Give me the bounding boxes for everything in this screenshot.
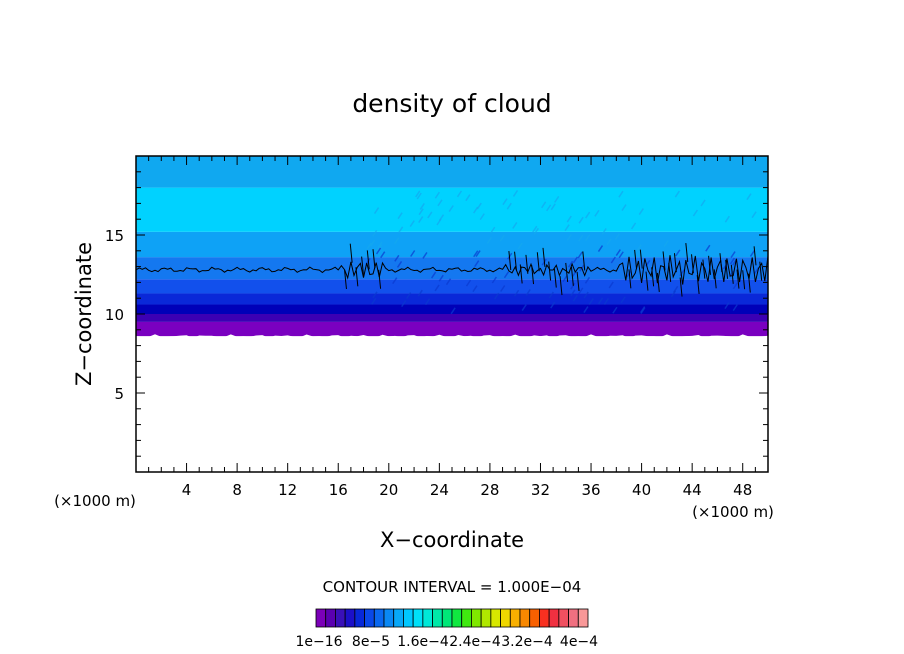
x-unit-left: (×1000 m) (54, 492, 136, 510)
colorbar-labels: 1e−16 8e−5 1.6e−4 2.4e−4 3.2e−4 4e−4 (295, 634, 598, 650)
x-unit-right: (×1000 m) (692, 503, 774, 521)
colorbar-swatch (549, 609, 559, 627)
x-tick-label: 36 (581, 481, 600, 499)
chart-title: density of cloud (352, 89, 551, 118)
x-tick-label: 48 (733, 481, 752, 499)
colorbar-swatch (355, 609, 365, 627)
x-tick-label: 32 (531, 481, 550, 499)
colorbar-swatch (403, 609, 413, 627)
density-layer-1 (136, 314, 768, 322)
y-tick-label: 15 (105, 227, 124, 245)
colorbar-swatch (384, 609, 394, 627)
colorbar-swatch (569, 609, 579, 627)
density-layer-0 (136, 322, 768, 336)
colorbar-swatch (578, 609, 588, 627)
y-tick-labels: 5 10 15 (105, 227, 124, 403)
density-layer-6 (136, 232, 768, 257)
colorbar-swatch (530, 609, 540, 627)
colorbar-label: 3.2e−4 (501, 634, 553, 650)
x-tick-label: 40 (632, 481, 651, 499)
colorbar-swatch (471, 609, 481, 627)
x-axis-label: X−coordinate (380, 528, 524, 552)
x-tick-label: 8 (232, 481, 242, 499)
density-layers (136, 156, 768, 336)
colorbar-swatch (452, 609, 462, 627)
colorbar-swatch (365, 609, 375, 627)
x-tick-label: 24 (430, 481, 449, 499)
x-tick-labels: 4 8 12 16 20 24 28 32 36 40 44 48 (182, 481, 752, 499)
colorbar-swatch (559, 609, 569, 627)
colorbar-label: 8e−5 (352, 634, 390, 650)
colorbar-swatch (394, 609, 404, 627)
colorbar-label: 2.4e−4 (449, 634, 501, 650)
colorbar-swatch (335, 609, 345, 627)
colorbar-label: 4e−4 (560, 634, 598, 650)
colorbar-swatch (510, 609, 520, 627)
plot-area (136, 156, 768, 472)
colorbar-swatch (374, 609, 384, 627)
colorbar-swatch (539, 609, 549, 627)
x-tick-label: 44 (683, 481, 702, 499)
colorbar (316, 609, 588, 627)
colorbar-swatch (491, 609, 501, 627)
colorbar-label: 1.6e−4 (397, 634, 449, 650)
y-axis-label: Z−coordinate (72, 242, 96, 386)
colorbar-swatch (423, 609, 433, 627)
density-layer-4 (136, 279, 768, 293)
cloud-base-edge (136, 334, 768, 472)
colorbar-swatch (481, 609, 491, 627)
y-tick-label: 5 (114, 385, 124, 403)
x-tick-label: 4 (182, 481, 192, 499)
colorbar-swatch (326, 609, 336, 627)
colorbar-swatch (520, 609, 530, 627)
y-tick-label: 10 (105, 306, 124, 324)
colorbar-swatch (433, 609, 443, 627)
x-tick-label: 16 (329, 481, 348, 499)
colorbar-swatch (442, 609, 452, 627)
colorbar-label: 1e−16 (295, 634, 342, 650)
colorbar-swatch (413, 609, 423, 627)
contour-interval-label: CONTOUR INTERVAL = 1.000E−04 (323, 578, 582, 596)
x-tick-label: 28 (480, 481, 499, 499)
density-layer-7 (136, 188, 768, 232)
colorbar-swatch (462, 609, 472, 627)
x-tick-label: 12 (278, 481, 297, 499)
colorbar-swatch (316, 609, 326, 627)
colorbar-swatch (501, 609, 511, 627)
colorbar-swatch (345, 609, 355, 627)
x-tick-label: 20 (379, 481, 398, 499)
